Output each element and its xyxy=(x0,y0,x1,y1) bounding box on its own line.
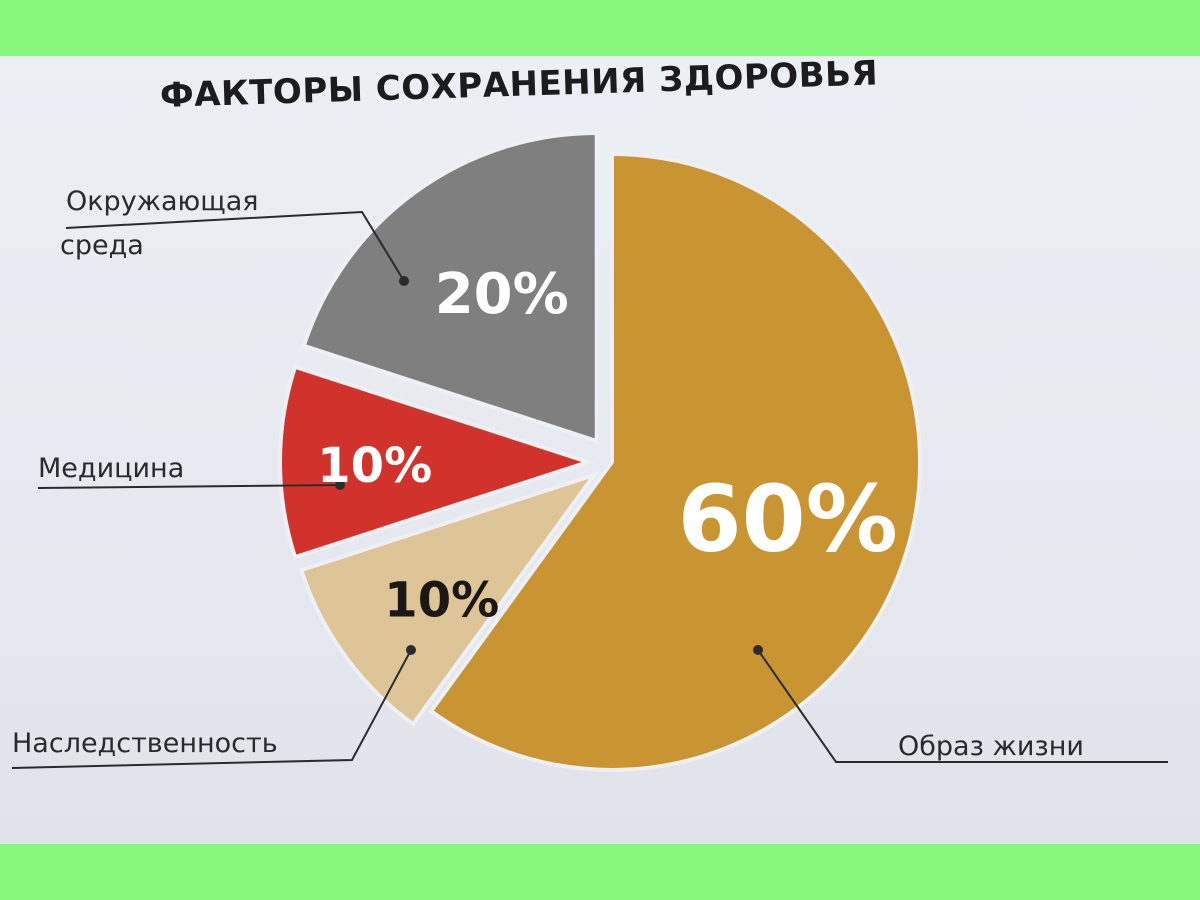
slice-category-label: Медицина xyxy=(38,453,184,484)
leader-line xyxy=(757,649,1168,763)
leader-line xyxy=(11,649,412,769)
slice-percentage-label: 10% xyxy=(317,438,432,494)
slice-category-label: среда xyxy=(60,230,144,261)
leader-dot xyxy=(335,480,345,490)
pie-slice xyxy=(298,471,600,727)
slice-percentage-label: 20% xyxy=(435,262,569,327)
pie-slice xyxy=(428,151,922,772)
leader-line xyxy=(65,210,405,282)
leader-dot xyxy=(753,645,763,655)
pie-slice xyxy=(278,364,595,560)
slice-percentage-label: 10% xyxy=(384,572,499,628)
slice-category-label: Образ жизни xyxy=(898,731,1084,762)
pie-slice xyxy=(301,130,599,444)
slice-percentage-label: 60% xyxy=(678,466,898,573)
leader-dot xyxy=(406,645,416,655)
slice-category-label: Наследственность xyxy=(12,728,278,759)
leader-line xyxy=(37,484,341,489)
slice-category-label: Окружающая xyxy=(66,186,259,217)
leader-dot xyxy=(399,276,409,286)
